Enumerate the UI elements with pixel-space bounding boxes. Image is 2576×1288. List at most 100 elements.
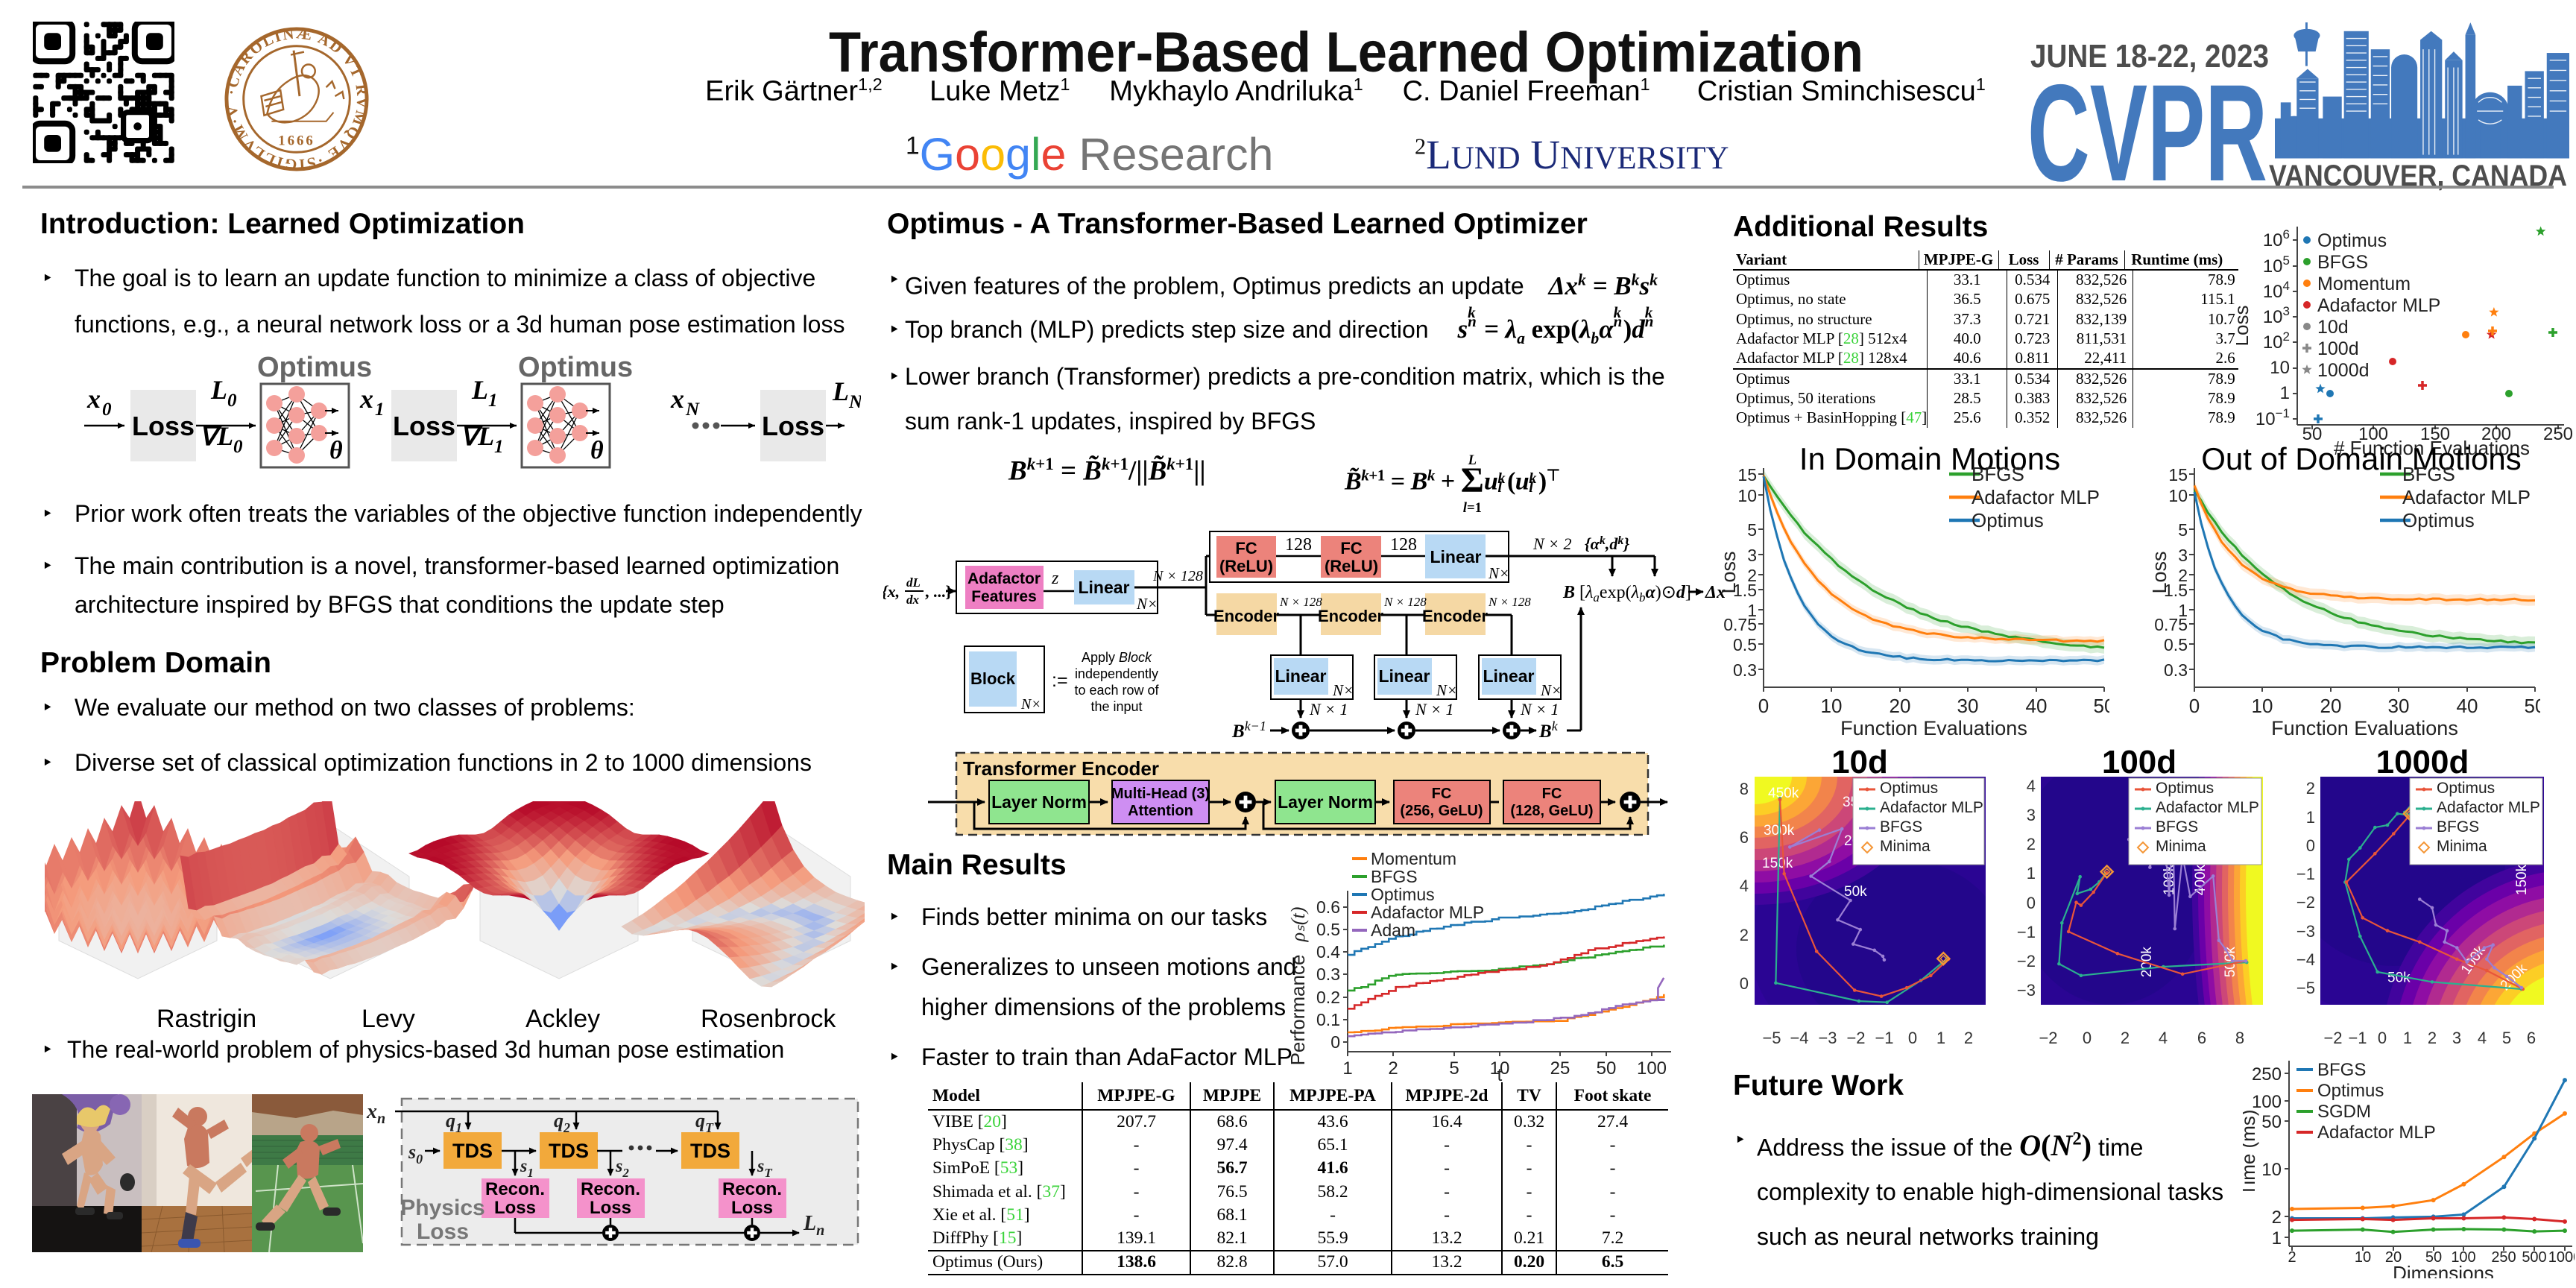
svg-text:×: × xyxy=(1344,681,1353,699)
svg-text:BFGS: BFGS xyxy=(1880,818,1922,836)
svg-text:Loss: Loss xyxy=(393,411,455,441)
svg-text:Multi-Head (3): Multi-Head (3) xyxy=(1111,786,1210,802)
svg-text:N: N xyxy=(1332,681,1344,699)
svg-text:−4: −4 xyxy=(1790,1029,1808,1047)
svg-text:Loss: Loss xyxy=(590,1198,631,1218)
svg-text:50: 50 xyxy=(2302,424,2323,444)
svg-text:100: 100 xyxy=(2451,1249,2475,1266)
svg-text:8: 8 xyxy=(2235,1029,2244,1047)
svg-text:L: L xyxy=(832,376,849,406)
svg-text:Adafactor MLP: Adafactor MLP xyxy=(1371,903,1484,922)
svg-text:Minima: Minima xyxy=(2156,838,2206,855)
svg-text:(ReLU): (ReLU) xyxy=(1219,557,1273,575)
svg-text:{αk,dk}: {αk,dk} xyxy=(1585,534,1629,553)
svg-text:2: 2 xyxy=(2121,1029,2130,1047)
svg-text:0: 0 xyxy=(233,437,243,457)
svg-text:400k: 400k xyxy=(2193,864,2209,895)
svg-text:106: 106 xyxy=(2263,227,2290,250)
svg-text:0: 0 xyxy=(2189,695,2200,717)
svg-text:0.3: 0.3 xyxy=(1316,965,1340,984)
svg-text:2: 2 xyxy=(2178,566,2188,585)
svg-text:Transformer Encoder: Transformer Encoder xyxy=(963,757,1159,780)
svg-text:10: 10 xyxy=(1737,486,1757,505)
svg-text:0.1: 0.1 xyxy=(1316,1010,1340,1029)
svg-text:1666: 1666 xyxy=(278,133,315,148)
svg-text:(128, GeLU): (128, GeLU) xyxy=(1510,803,1593,819)
svg-text:10: 10 xyxy=(2261,1160,2282,1180)
svg-text:50k: 50k xyxy=(2387,970,2411,985)
svg-text:BFGS: BFGS xyxy=(1371,867,1418,886)
svg-text:BFGS: BFGS xyxy=(2317,1060,2366,1080)
svg-text:50: 50 xyxy=(2525,695,2540,717)
svg-text:N × 128: N × 128 xyxy=(1279,595,1322,609)
svg-text:xn: xn xyxy=(366,1100,385,1127)
svg-text:−1: −1 xyxy=(2296,865,2315,883)
svg-text:N: N xyxy=(685,400,700,420)
svg-text:3: 3 xyxy=(1747,546,1757,565)
svg-text:BFGS: BFGS xyxy=(1972,463,2024,485)
svg-text:SGDM: SGDM xyxy=(2317,1102,2371,1122)
svg-text:x: x xyxy=(670,384,684,414)
svg-text:128: 128 xyxy=(1285,535,1312,555)
svg-text:−2: −2 xyxy=(2323,1029,2342,1047)
svg-text:50: 50 xyxy=(2261,1112,2282,1132)
svg-text:1000d: 1000d xyxy=(2317,360,2370,381)
svg-text:×: × xyxy=(1448,681,1456,699)
svg-text:Function Evaluations: Function Evaluations xyxy=(1840,717,2027,739)
svg-text:N × 1: N × 1 xyxy=(1520,700,1559,719)
svg-text:10: 10 xyxy=(1490,1058,1510,1079)
svg-text:N: N xyxy=(1136,595,1148,613)
svg-text:1: 1 xyxy=(2280,383,2290,403)
svg-text:10: 10 xyxy=(1821,695,1843,717)
svg-text:20: 20 xyxy=(2320,695,2342,717)
svg-text:Time (ms): Time (ms) xyxy=(2243,1109,2259,1196)
svg-text:Adafactor MLP: Adafactor MLP xyxy=(1972,486,2100,508)
svg-text:1: 1 xyxy=(488,391,498,411)
svg-text:Optimus: Optimus xyxy=(2317,230,2387,251)
svg-text:250: 250 xyxy=(2543,424,2573,444)
svg-text:4: 4 xyxy=(2027,777,2036,795)
svg-text:Minima: Minima xyxy=(1880,838,1931,855)
svg-text:200: 200 xyxy=(2481,424,2511,444)
svg-text:50k: 50k xyxy=(1844,884,1867,900)
svg-text:Optimus: Optimus xyxy=(1371,885,1435,904)
svg-text:10: 10 xyxy=(2355,1249,2371,1266)
svg-text:2: 2 xyxy=(1740,926,1749,944)
svg-text:Δx: Δx xyxy=(1705,583,1726,602)
svg-text:N × 128: N × 128 xyxy=(1488,595,1531,609)
svg-text:x: x xyxy=(86,384,101,414)
svg-text:Optimus: Optimus xyxy=(2317,1081,2384,1101)
svg-text:1000: 1000 xyxy=(2548,1249,2575,1266)
svg-text:TDS: TDS xyxy=(690,1140,730,1162)
svg-text:10: 10 xyxy=(2270,358,2290,378)
svg-text:250: 250 xyxy=(2491,1249,2516,1266)
svg-text:5: 5 xyxy=(1449,1058,1459,1079)
svg-text:Attention: Attention xyxy=(1128,803,1193,819)
svg-text:8: 8 xyxy=(1740,780,1749,798)
svg-text:−2: −2 xyxy=(2039,1029,2057,1047)
svg-text:Optimus: Optimus xyxy=(518,354,633,383)
svg-text:4: 4 xyxy=(1740,877,1749,895)
svg-text:1: 1 xyxy=(494,437,504,457)
svg-text:N: N xyxy=(1540,681,1552,699)
svg-text:250: 250 xyxy=(2252,1064,2282,1085)
svg-text:Linear: Linear xyxy=(1078,578,1129,597)
svg-text:15: 15 xyxy=(1737,465,1757,484)
svg-text:{x,: {x, xyxy=(883,582,900,601)
svg-text:105: 105 xyxy=(2263,253,2290,277)
svg-text:dL: dL xyxy=(906,575,921,590)
svg-text:10: 10 xyxy=(2168,486,2188,505)
svg-text:0: 0 xyxy=(2378,1029,2387,1047)
svg-text:5: 5 xyxy=(2178,520,2188,540)
svg-text:2: 2 xyxy=(2027,835,2036,853)
svg-text:N: N xyxy=(848,392,861,412)
svg-text:30: 30 xyxy=(2388,695,2410,717)
svg-text:3: 3 xyxy=(2452,1029,2461,1047)
svg-text:Loss: Loss xyxy=(731,1198,773,1218)
svg-text:30: 30 xyxy=(1957,695,1979,717)
svg-text:Bk−1: Bk−1 xyxy=(1231,719,1266,742)
svg-text:FC: FC xyxy=(1235,539,1257,558)
svg-text:−1: −1 xyxy=(2017,923,2036,941)
svg-text:−1: −1 xyxy=(1875,1029,1893,1047)
svg-text:L: L xyxy=(471,375,488,405)
